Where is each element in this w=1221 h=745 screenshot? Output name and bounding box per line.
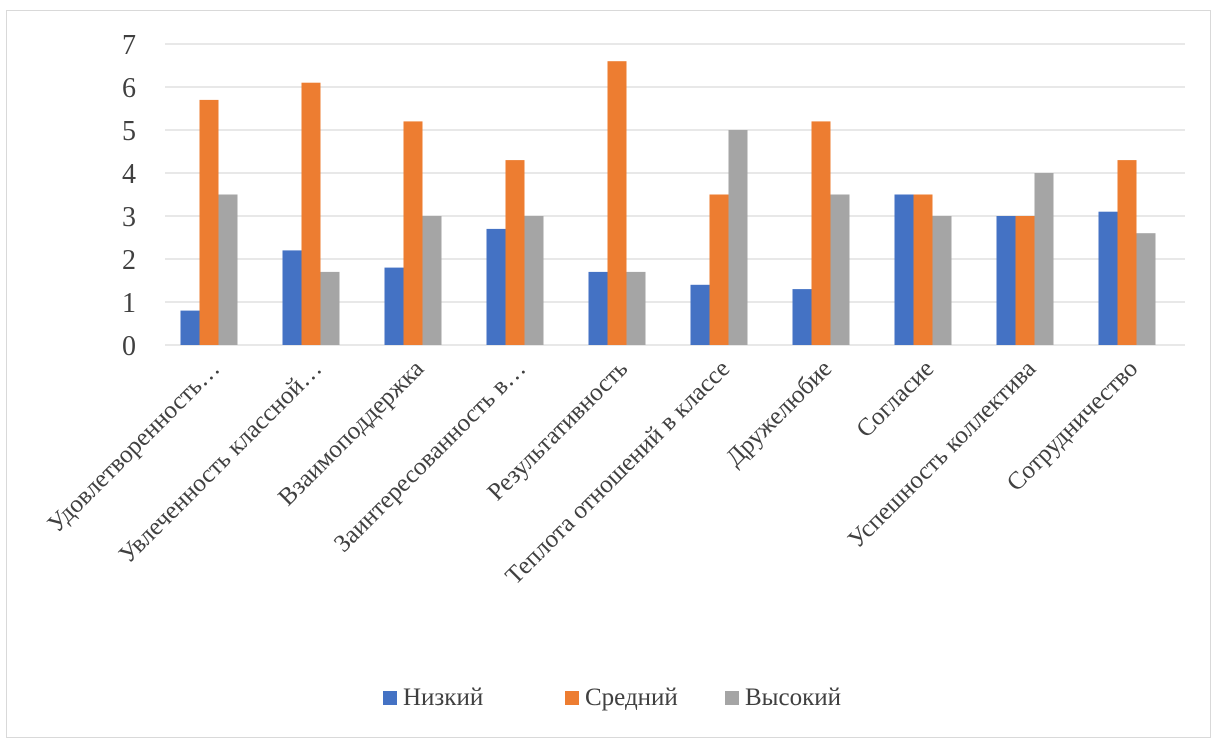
x-tick-label: Увлеченность классной… bbox=[114, 355, 327, 568]
bar-1-5 bbox=[588, 271, 608, 345]
bar-3-1 bbox=[218, 194, 238, 345]
x-tick-label: Заинтересованность в… bbox=[329, 355, 531, 557]
y-tick-label: 4 bbox=[122, 159, 136, 190]
bar-2-1 bbox=[199, 99, 219, 346]
x-tick-label: Удовлетворенность… bbox=[43, 355, 226, 538]
bar-2-3 bbox=[403, 121, 423, 346]
bar-2-10 bbox=[1117, 160, 1137, 345]
y-tick-label: 2 bbox=[122, 245, 136, 276]
y-tick-label: 3 bbox=[122, 202, 136, 233]
bar-3-4 bbox=[524, 216, 544, 345]
bar-3-2 bbox=[320, 271, 340, 345]
y-axis-ticks: 0 1 2 3 4 5 6 7 bbox=[122, 30, 136, 362]
x-tick-label: Теплота отношений в классе bbox=[500, 355, 735, 590]
bar-3-10 bbox=[1136, 233, 1156, 345]
legend-label: Низкий bbox=[403, 684, 483, 711]
x-tick-label: Согласие bbox=[851, 355, 939, 443]
x-tick-label: Дружелюбие bbox=[721, 355, 838, 472]
bar-2-9 bbox=[1015, 216, 1035, 345]
bar-3-6 bbox=[728, 130, 748, 345]
bar-1-6 bbox=[690, 284, 710, 345]
legend-label: Средний bbox=[585, 684, 678, 711]
legend-swatch bbox=[565, 691, 579, 705]
bar-2-4 bbox=[505, 160, 525, 345]
bar-1-10 bbox=[1098, 211, 1118, 345]
y-tick-label: 1 bbox=[122, 288, 136, 319]
bar-1-3 bbox=[384, 267, 404, 345]
bar-1-4 bbox=[486, 228, 506, 345]
y-tick-label: 6 bbox=[122, 73, 136, 104]
bar-2-2 bbox=[301, 82, 321, 345]
bar-1-1 bbox=[180, 310, 200, 345]
legend-label: Высокий bbox=[745, 684, 841, 711]
bar-2-5 bbox=[607, 61, 627, 345]
bar-3-3 bbox=[422, 216, 442, 345]
bar-1-9 bbox=[996, 216, 1016, 345]
y-tick-label: 0 bbox=[122, 331, 136, 362]
bar-2-6 bbox=[709, 194, 729, 345]
bar-2-8 bbox=[913, 194, 933, 345]
y-tick-label: 7 bbox=[122, 30, 136, 61]
bar-1-7 bbox=[792, 289, 812, 345]
y-tick-label: 5 bbox=[122, 116, 136, 147]
bar-3-8 bbox=[932, 216, 952, 345]
bar-1-8 bbox=[894, 194, 914, 345]
legend: Низкий Средний Высокий bbox=[383, 684, 841, 711]
bar-3-5 bbox=[626, 271, 646, 345]
x-tick-label: Успешность коллектива bbox=[843, 355, 1041, 553]
x-axis-labels: Удовлетворенность…Увлеченность классной…… bbox=[43, 355, 1144, 590]
legend-swatch bbox=[383, 691, 397, 705]
bar-3-9 bbox=[1034, 173, 1054, 345]
bars bbox=[180, 61, 1156, 346]
bar-2-7 bbox=[811, 121, 831, 346]
bar-3-7 bbox=[830, 194, 850, 345]
legend-swatch bbox=[725, 691, 739, 705]
bar-1-2 bbox=[282, 250, 302, 345]
